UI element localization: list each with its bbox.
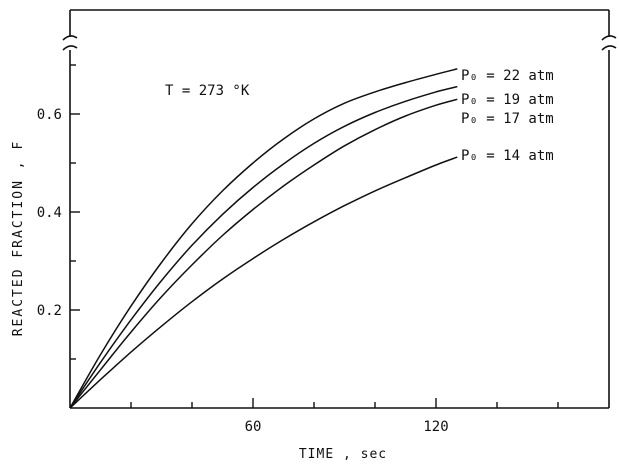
series-label: P₀ = 22 atm	[461, 68, 554, 84]
y-tick-label: 0.2	[37, 303, 62, 319]
temperature-annotation: T = 273 °K	[165, 83, 250, 99]
axis-break-right-top	[601, 35, 617, 41]
series-labels: P₀ = 22 atm P₀ = 19 atm P₀ = 17 atm P₀ = 14…	[461, 68, 554, 164]
series-label: P₀ = 17 atm	[461, 111, 554, 127]
series-line	[69, 156, 458, 409]
series-line	[69, 68, 458, 409]
y-tick-label: 0.4	[37, 205, 62, 221]
series-line	[69, 98, 458, 409]
y-tick-label: 0.6	[37, 107, 62, 123]
plot-frame	[62, 9, 617, 409]
x-axis-label: TIME , sec	[299, 447, 387, 462]
axis-break-left-top	[62, 35, 78, 41]
series-curves	[69, 68, 458, 409]
series-label: P₀ = 14 atm	[461, 148, 554, 164]
axis-break-left-bottom	[62, 45, 78, 51]
series-label: P₀ = 19 atm	[461, 92, 554, 108]
x-tick-label: 60	[245, 419, 262, 435]
series-line	[69, 85, 458, 409]
axis-ticks: 60 120 0.2 0.4 0.6	[37, 64, 559, 435]
x-tick-label: 120	[423, 419, 448, 435]
axis-break-right-bottom	[601, 45, 617, 51]
y-axis-label: REACTED FRACTION , F	[11, 140, 26, 337]
